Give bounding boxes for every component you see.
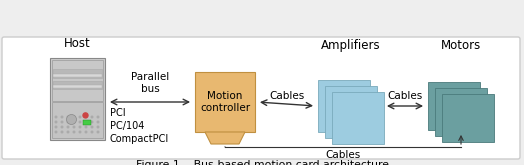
Circle shape bbox=[61, 121, 63, 123]
Circle shape bbox=[55, 126, 57, 128]
Text: Amplifiers: Amplifiers bbox=[321, 39, 381, 52]
Bar bbox=[82, 120, 91, 125]
Circle shape bbox=[85, 126, 87, 128]
Text: Cables: Cables bbox=[387, 91, 423, 101]
Text: Cables: Cables bbox=[269, 91, 304, 101]
Bar bbox=[332, 92, 384, 144]
Circle shape bbox=[85, 121, 87, 123]
Text: Figure 1.   Bus-based motion card architecture: Figure 1. Bus-based motion card architec… bbox=[136, 160, 388, 165]
Circle shape bbox=[97, 126, 99, 128]
Circle shape bbox=[67, 116, 69, 118]
Circle shape bbox=[61, 131, 63, 133]
Circle shape bbox=[91, 126, 93, 128]
Bar bbox=[325, 86, 377, 138]
Circle shape bbox=[79, 126, 81, 128]
Circle shape bbox=[55, 121, 57, 123]
Circle shape bbox=[91, 131, 93, 133]
Circle shape bbox=[79, 131, 81, 133]
Circle shape bbox=[73, 121, 75, 123]
Circle shape bbox=[67, 126, 69, 128]
Circle shape bbox=[83, 113, 88, 118]
Text: PCI
PC/104
CompactPCI: PCI PC/104 CompactPCI bbox=[110, 108, 169, 144]
Circle shape bbox=[73, 126, 75, 128]
Bar bbox=[53, 74, 102, 77]
Circle shape bbox=[67, 131, 69, 133]
Circle shape bbox=[91, 121, 93, 123]
Circle shape bbox=[67, 121, 69, 123]
Text: Motion
controller: Motion controller bbox=[200, 91, 250, 113]
Text: Parallel
bus: Parallel bus bbox=[131, 72, 169, 94]
Bar bbox=[435, 88, 487, 136]
Bar bbox=[53, 69, 102, 78]
Polygon shape bbox=[205, 132, 245, 144]
Circle shape bbox=[73, 116, 75, 118]
Circle shape bbox=[55, 116, 57, 118]
Circle shape bbox=[91, 116, 93, 118]
Circle shape bbox=[73, 131, 75, 133]
Circle shape bbox=[61, 126, 63, 128]
Bar bbox=[52, 102, 103, 138]
Bar bbox=[53, 81, 102, 89]
Circle shape bbox=[67, 115, 77, 125]
Circle shape bbox=[85, 116, 87, 118]
Circle shape bbox=[97, 131, 99, 133]
Text: Cables: Cables bbox=[325, 150, 361, 160]
Circle shape bbox=[85, 131, 87, 133]
Circle shape bbox=[61, 116, 63, 118]
Bar bbox=[195, 72, 255, 132]
Bar bbox=[50, 58, 105, 140]
Bar bbox=[53, 85, 102, 88]
Text: Motors: Motors bbox=[441, 39, 481, 52]
Bar bbox=[318, 80, 370, 132]
FancyBboxPatch shape bbox=[2, 37, 520, 159]
Circle shape bbox=[97, 121, 99, 123]
Circle shape bbox=[79, 121, 81, 123]
Circle shape bbox=[79, 116, 81, 118]
Circle shape bbox=[55, 131, 57, 133]
Bar bbox=[52, 60, 103, 101]
Circle shape bbox=[97, 116, 99, 118]
Bar bbox=[428, 82, 480, 130]
Text: Host: Host bbox=[64, 37, 91, 50]
Bar bbox=[442, 94, 494, 142]
